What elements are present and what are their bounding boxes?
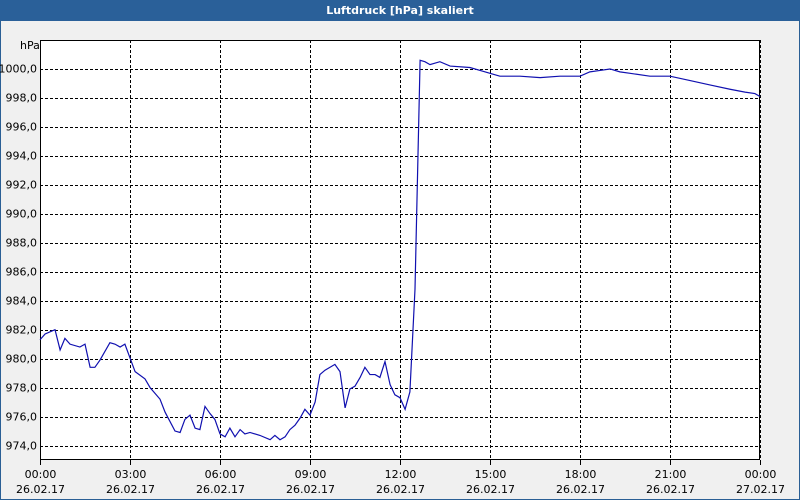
- y-tick-label: 982,0: [6, 324, 38, 337]
- y-tick-label: 974,0: [6, 440, 38, 453]
- x-tick-label: 18:00: [565, 468, 597, 481]
- title-bar: [0, 0, 800, 21]
- y-tick-label: 998,0: [6, 92, 38, 105]
- y-tick-label: 986,0: [6, 266, 38, 279]
- y-tick-label: 978,0: [6, 382, 38, 395]
- y-tick-label: 996,0: [6, 121, 38, 134]
- plot-border: [40, 40, 760, 460]
- chart-title: Luftdruck [hPa] skaliert: [326, 4, 474, 17]
- x-tick-label: 09:00: [295, 468, 327, 481]
- x-tick-date: 26.02.17: [466, 483, 515, 496]
- y-axis-label: hPa: [20, 39, 40, 52]
- x-tick-date: 26.02.17: [286, 483, 335, 496]
- y-tick-label: 976,0: [6, 411, 38, 424]
- data-line: [39, 59, 761, 441]
- x-tick-date: 26.02.17: [646, 483, 695, 496]
- x-tick-label: 00:00: [745, 468, 777, 481]
- x-tick-date: 26.02.17: [106, 483, 155, 496]
- x-tick-date: 26.02.17: [16, 483, 65, 496]
- x-tick-label: 03:00: [115, 468, 147, 481]
- x-tick-label: 21:00: [655, 468, 687, 481]
- y-tick-label: 984,0: [6, 295, 38, 308]
- y-tick-label: 994,0: [6, 150, 38, 163]
- x-tick-label: 15:00: [475, 468, 507, 481]
- y-tick-label: 990,0: [6, 208, 38, 221]
- y-tick-label: 988,0: [6, 237, 38, 250]
- x-tick-label: 12:00: [385, 468, 417, 481]
- x-tick-label: 06:00: [205, 468, 237, 481]
- x-tick-label: 00:00: [25, 468, 57, 481]
- y-tick-label: 992,0: [6, 179, 38, 192]
- y-tick-label: 1000,0: [0, 63, 37, 76]
- y-tick-label: 980,0: [6, 353, 38, 366]
- x-tick-date: 27.02.17: [736, 483, 785, 496]
- x-tick-date: 26.02.17: [556, 483, 605, 496]
- x-tick-date: 26.02.17: [196, 483, 245, 496]
- x-tick-date: 26.02.17: [376, 483, 425, 496]
